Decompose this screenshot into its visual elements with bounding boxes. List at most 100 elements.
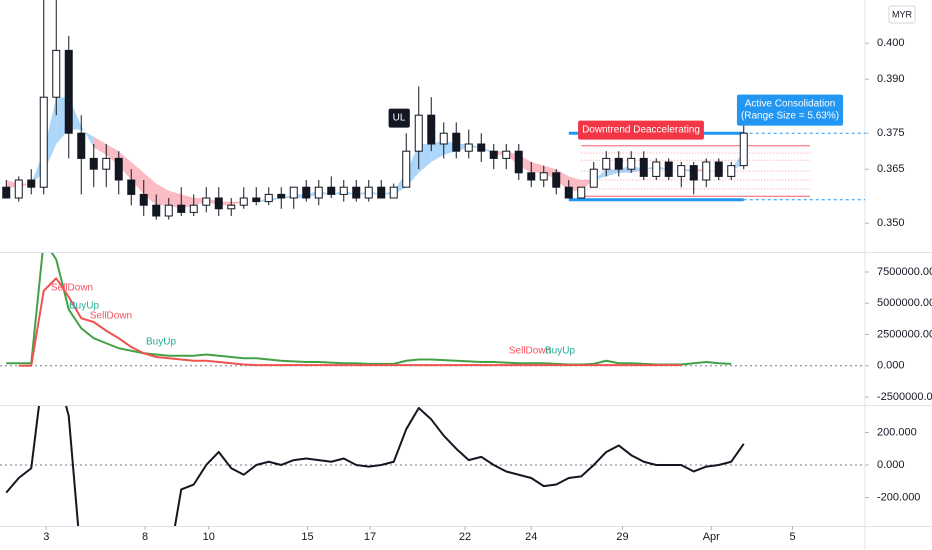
- x-tick-label: 15: [301, 531, 313, 543]
- pane: [0, 253, 865, 367]
- currency[interactable]: MYR: [892, 9, 913, 19]
- y-tick-label: 0.000: [877, 360, 905, 372]
- x-tick-label: 22: [459, 531, 471, 543]
- candle-body: [89, 157, 98, 170]
- candle-body: [552, 172, 561, 188]
- x-tick-label: 10: [203, 531, 215, 543]
- annotation-box: [578, 120, 704, 140]
- candle-body: [627, 157, 636, 170]
- y-tick-label: 0.375: [877, 127, 905, 139]
- candle-body: [439, 132, 448, 145]
- candle-body: [702, 161, 711, 181]
- candle-body: [564, 186, 573, 199]
- annotation: Downtrend Deaccelerating: [578, 120, 704, 140]
- candle-body: [727, 165, 736, 177]
- y-tick-label: 2500000.000: [877, 328, 932, 340]
- x-tick-label: 29: [616, 531, 628, 543]
- signal-label: SellDown: [51, 283, 93, 294]
- pane: [2, 0, 865, 220]
- annotation-text: UL: [393, 113, 406, 124]
- candle-body: [227, 204, 236, 210]
- annotation-text: Downtrend Deaccelerating: [582, 125, 700, 136]
- y-tick-label: 0.000: [877, 459, 905, 471]
- candle-body: [177, 204, 186, 213]
- candle-body: [714, 161, 723, 177]
- cloud-segment: [431, 140, 444, 162]
- candle-body: [589, 168, 598, 188]
- candle-body: [339, 186, 348, 195]
- candle-body: [539, 172, 548, 181]
- x-tick-label: 17: [364, 531, 376, 543]
- y-tick-label: 0.365: [877, 163, 905, 175]
- candle-body: [489, 150, 498, 159]
- candle-body: [577, 186, 586, 199]
- candle-body: [327, 186, 336, 195]
- candle-body: [64, 49, 73, 134]
- candle-body: [139, 193, 148, 206]
- series-line: [5, 406, 745, 526]
- candle-body: [14, 179, 23, 199]
- candle-body: [477, 143, 486, 152]
- x-tick-label: 8: [142, 531, 148, 543]
- signal-label: BuyUp: [146, 337, 176, 348]
- candle-body: [352, 186, 361, 199]
- cloud-segment: [143, 172, 157, 206]
- series-line: [6, 253, 732, 366]
- candle-body: [114, 157, 123, 181]
- candle-body: [639, 157, 648, 177]
- candle-body: [264, 193, 273, 203]
- candle-body: [277, 193, 286, 199]
- candle-body: [614, 157, 623, 170]
- candle-body: [164, 204, 173, 217]
- y-tick-label: 0.390: [877, 73, 905, 85]
- candle-body: [289, 186, 298, 199]
- y-tick-label: -2500000.000: [877, 391, 932, 403]
- annotation-box: [736, 94, 844, 126]
- cloud-segment: [606, 169, 619, 177]
- candle-body: [652, 161, 661, 177]
- candle-body: [527, 172, 536, 181]
- annotation: UL: [388, 108, 410, 128]
- candle-body: [52, 49, 61, 98]
- annotation: Active Consolidation(Range Size = 5.63%): [736, 94, 844, 126]
- candle-body: [202, 197, 211, 206]
- signal-label: BuyUp: [545, 346, 575, 357]
- y-tick-label: 7500000.000: [877, 266, 932, 278]
- candle-body: [214, 197, 223, 210]
- candle-body: [502, 150, 511, 159]
- y-tick-label: 200.000: [877, 426, 917, 438]
- candle-body: [664, 161, 673, 177]
- cloud-segment: [93, 136, 107, 155]
- candle-body: [102, 157, 111, 170]
- y-tick-label: 0.350: [877, 217, 905, 229]
- currency-box[interactable]: [888, 5, 916, 24]
- candle-body: [427, 114, 436, 145]
- candle-body: [364, 186, 373, 199]
- cloud-segment: [81, 126, 94, 148]
- x-tick-label: 5: [789, 531, 795, 543]
- pane: [0, 406, 865, 526]
- candle-body: [302, 186, 311, 199]
- y-tick-label: 0.400: [877, 37, 905, 49]
- candle-body: [2, 186, 11, 199]
- annotation-text: Active Consolidation: [745, 99, 836, 110]
- candle-body: [27, 179, 36, 188]
- candle-body: [402, 150, 411, 188]
- candle-body: [514, 150, 523, 174]
- candle-body: [414, 114, 423, 152]
- signal-label: SellDown: [90, 311, 132, 322]
- candle-body: [127, 179, 136, 195]
- candle-body: [739, 132, 748, 167]
- candle-body: [689, 165, 698, 181]
- signal-label: SellDown: [509, 346, 551, 357]
- candle-body: [602, 157, 611, 170]
- candle-body: [464, 143, 473, 152]
- candle-body: [452, 132, 461, 152]
- x-tick-label: Apr: [703, 531, 720, 543]
- candle-body: [77, 132, 86, 159]
- y-tick-label: -200.000: [877, 491, 920, 503]
- cloud-segment: [168, 190, 182, 209]
- candle-body: [152, 204, 161, 217]
